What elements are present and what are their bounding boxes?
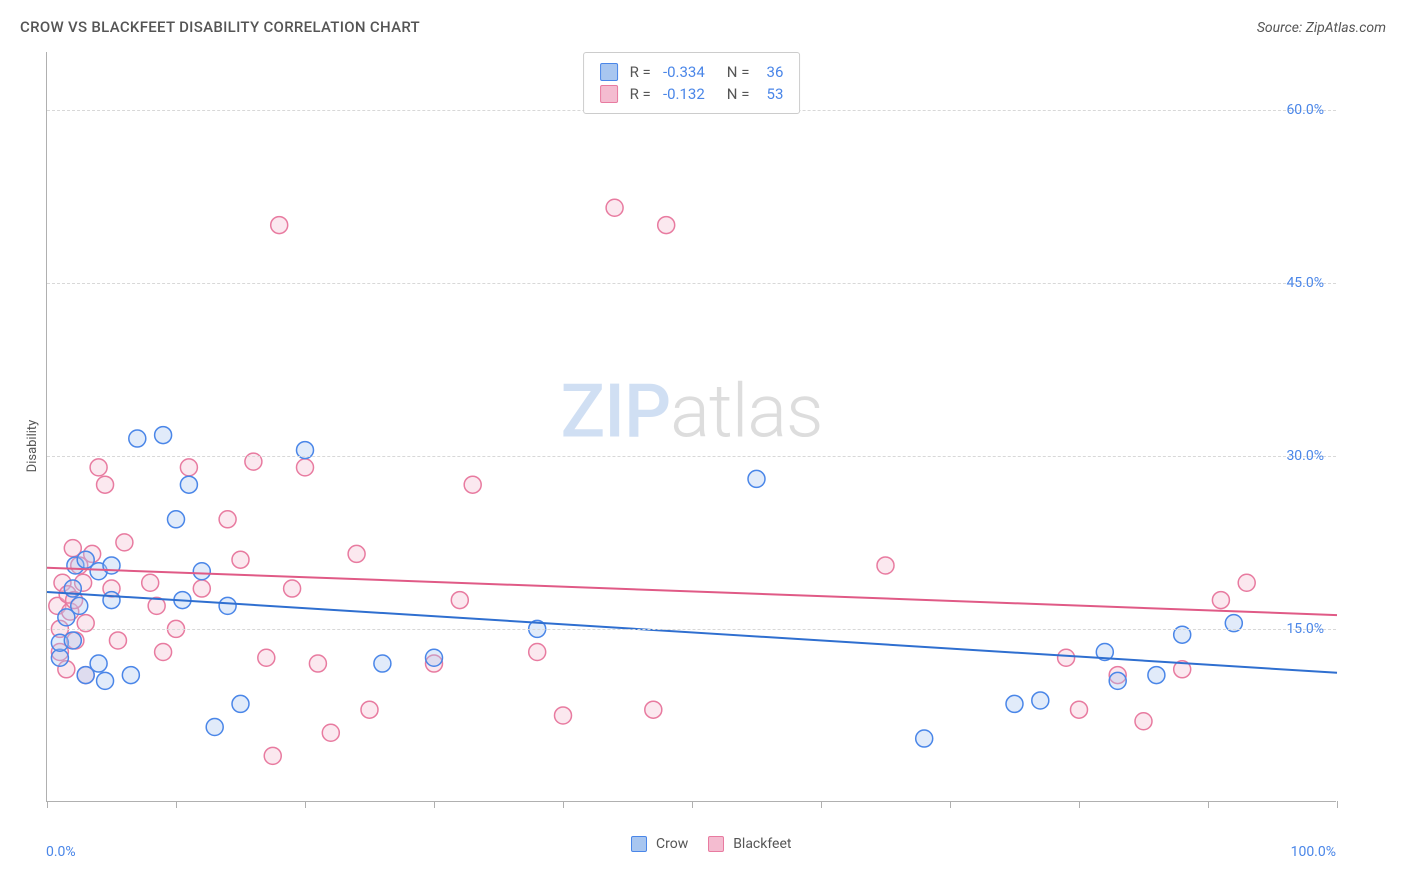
data-point — [361, 701, 378, 718]
r-value-crow: -0.334 — [659, 63, 705, 81]
data-point — [168, 511, 185, 528]
x-tick — [950, 801, 951, 808]
x-tick — [176, 801, 177, 808]
n-label: N = — [727, 85, 750, 103]
data-point — [1006, 695, 1023, 712]
gridline — [47, 283, 1336, 284]
y-tick-label: 60.0% — [1286, 102, 1324, 118]
r-value-blackfeet: -0.132 — [659, 85, 705, 103]
data-point — [97, 476, 114, 493]
data-point — [1058, 649, 1075, 666]
correlation-legend: R = -0.334 N = 36 R = -0.132 N = 53 — [583, 52, 801, 114]
data-point — [103, 592, 120, 609]
data-point — [877, 557, 894, 574]
data-point — [1109, 672, 1126, 689]
data-point — [284, 580, 301, 597]
r-label: R = — [630, 63, 651, 81]
x-tick — [1079, 801, 1080, 808]
data-point — [232, 551, 249, 568]
legend-swatch-blackfeet — [600, 85, 618, 103]
n-value-blackfeet: 53 — [757, 85, 783, 103]
data-point — [916, 730, 933, 747]
data-point — [374, 655, 391, 672]
data-point — [219, 511, 236, 528]
data-point — [748, 470, 765, 487]
x-tick — [47, 801, 48, 808]
x-tick — [1208, 801, 1209, 808]
data-point — [180, 476, 197, 493]
gridline — [47, 456, 1336, 457]
x-tick — [305, 801, 306, 808]
legend-label-crow: Crow — [656, 836, 688, 852]
y-tick-label: 15.0% — [1286, 621, 1324, 637]
y-tick-label: 30.0% — [1286, 448, 1324, 464]
data-point — [426, 649, 443, 666]
trend-line — [47, 568, 1337, 615]
legend-swatch-blackfeet-icon — [708, 836, 724, 852]
data-point — [1071, 701, 1088, 718]
data-point — [1238, 574, 1255, 591]
data-point — [232, 695, 249, 712]
data-point — [658, 217, 675, 234]
data-point — [309, 655, 326, 672]
data-point — [1212, 592, 1229, 609]
data-point — [193, 580, 210, 597]
r-label: R = — [630, 85, 651, 103]
chart-title: CROW VS BLACKFEET DISABILITY CORRELATION… — [20, 18, 420, 36]
n-label: N = — [727, 63, 750, 81]
data-point — [606, 199, 623, 216]
data-point — [64, 632, 81, 649]
data-point — [348, 545, 365, 562]
data-point — [555, 707, 572, 724]
bottom-legend: Crow Blackfeet — [0, 836, 1406, 852]
gridline — [47, 629, 1336, 630]
legend-row-blackfeet: R = -0.132 N = 53 — [600, 83, 784, 105]
data-point — [155, 427, 172, 444]
data-point — [206, 719, 223, 736]
data-point — [90, 655, 107, 672]
legend-row-crow: R = -0.334 N = 36 — [600, 61, 784, 83]
data-point — [219, 597, 236, 614]
data-point — [180, 459, 197, 476]
chart-svg — [47, 52, 1336, 801]
data-point — [297, 459, 314, 476]
legend-swatch-crow-icon — [631, 836, 647, 852]
data-point — [1148, 667, 1165, 684]
chart-header: CROW VS BLACKFEET DISABILITY CORRELATION… — [20, 18, 1386, 36]
data-point — [258, 649, 275, 666]
data-point — [129, 430, 146, 447]
x-tick — [434, 801, 435, 808]
x-tick — [821, 801, 822, 808]
legend-label-blackfeet: Blackfeet — [733, 836, 791, 852]
data-point — [322, 724, 339, 741]
data-point — [264, 747, 281, 764]
data-point — [271, 217, 288, 234]
n-value-crow: 36 — [757, 63, 783, 81]
legend-swatch-crow — [600, 63, 618, 81]
data-point — [122, 667, 139, 684]
data-point — [464, 476, 481, 493]
data-point — [1135, 713, 1152, 730]
data-point — [1032, 692, 1049, 709]
data-point — [645, 701, 662, 718]
data-point — [103, 557, 120, 574]
plot-area: ZIPatlas R = -0.334 N = 36 R = -0.132 N … — [46, 52, 1336, 802]
data-point — [97, 672, 114, 689]
data-point — [90, 459, 107, 476]
data-point — [109, 632, 126, 649]
y-axis-label: Disability — [25, 420, 40, 473]
data-point — [529, 644, 546, 661]
trend-line — [47, 592, 1337, 673]
x-tick — [692, 801, 693, 808]
data-point — [451, 592, 468, 609]
data-point — [142, 574, 159, 591]
y-tick-label: 45.0% — [1286, 275, 1324, 291]
data-point — [71, 597, 88, 614]
chart-source: Source: ZipAtlas.com — [1257, 20, 1386, 36]
data-point — [155, 644, 172, 661]
data-point — [116, 534, 133, 551]
data-point — [193, 563, 210, 580]
x-tick — [563, 801, 564, 808]
x-tick — [1337, 801, 1338, 808]
